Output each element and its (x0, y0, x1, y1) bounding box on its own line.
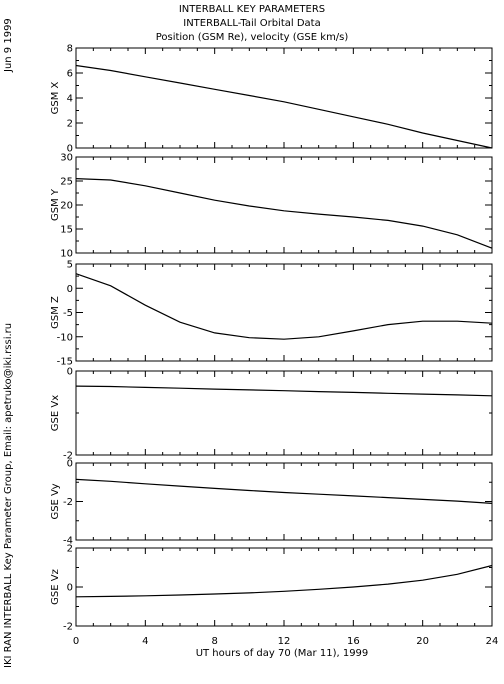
y-axis-label: GSM Z (50, 296, 61, 329)
panel-frame-4 (75, 370, 493, 456)
chart-subtitle: INTERBALL-Tail Orbital Data (183, 18, 321, 29)
series-line-gse-vz (75, 564, 493, 598)
y-tick-label: -2 (63, 622, 73, 633)
panel-frame-2 (75, 156, 493, 254)
y-tick-label: 0 (67, 144, 73, 155)
chart-subtitle-2: Position (GSM Re), velocity (GSE km/s) (155, 32, 349, 43)
y-tick-label: 0 (67, 583, 73, 594)
y-tick-label: -2 (63, 497, 73, 508)
y-tick-label: 2 (67, 544, 73, 555)
y-tick-label: 4 (67, 94, 73, 105)
y-axis-label: GSE Vx (50, 395, 61, 431)
x-tick-label: 8 (211, 636, 217, 647)
y-tick-label: 15 (60, 225, 73, 236)
panel-frame-3 (75, 263, 493, 362)
y-tick-label: -2 (63, 451, 73, 462)
chart-title: INTERBALL KEY PARAMETERS (178, 4, 326, 15)
panel-frame-1 (75, 47, 493, 149)
y-tick-label: 0 (67, 459, 73, 470)
y-tick-label: 0 (67, 284, 73, 295)
y-axis-label: GSE Vy (50, 483, 61, 519)
series-line-gse-vy (75, 478, 493, 504)
y-tick-label: 30 (60, 153, 73, 164)
y-axis-label: GSE Vz (50, 569, 61, 605)
y-tick-label: -15 (57, 357, 73, 368)
y-tick-label: -10 (57, 332, 73, 343)
x-axis-label: UT hours of day 70 (Mar 11), 1999 (195, 648, 369, 659)
series-line-gse-vx (75, 385, 493, 397)
y-tick-label: 25 (60, 177, 73, 188)
x-tick-label: 0 (73, 636, 79, 647)
y-axis-label: GSM Y (50, 188, 61, 221)
x-tick-label: 20 (416, 636, 429, 647)
y-tick-label: 10 (60, 249, 73, 260)
series-line-gsm-x (75, 64, 493, 149)
series-line-gsm-z (75, 273, 493, 340)
y-tick-label: 2 (67, 119, 73, 130)
x-tick-label: 12 (278, 636, 291, 647)
panel-frame-6 (75, 547, 493, 627)
panel-frame-5 (75, 462, 493, 541)
x-tick-label: 16 (347, 636, 360, 647)
y-tick-label: -4 (63, 536, 73, 547)
y-tick-label: 5 (67, 260, 73, 271)
y-tick-label: 20 (60, 201, 73, 212)
series-line-gsm-y (75, 178, 493, 249)
y-axis-label: GSM X (50, 81, 61, 114)
y-tick-label: 8 (67, 44, 73, 55)
y-tick-label: 0 (67, 367, 73, 378)
y-tick-label: 6 (67, 69, 73, 80)
x-tick-label: 24 (486, 636, 499, 647)
x-tick-label: 4 (142, 636, 148, 647)
y-tick-label: -5 (63, 308, 73, 319)
